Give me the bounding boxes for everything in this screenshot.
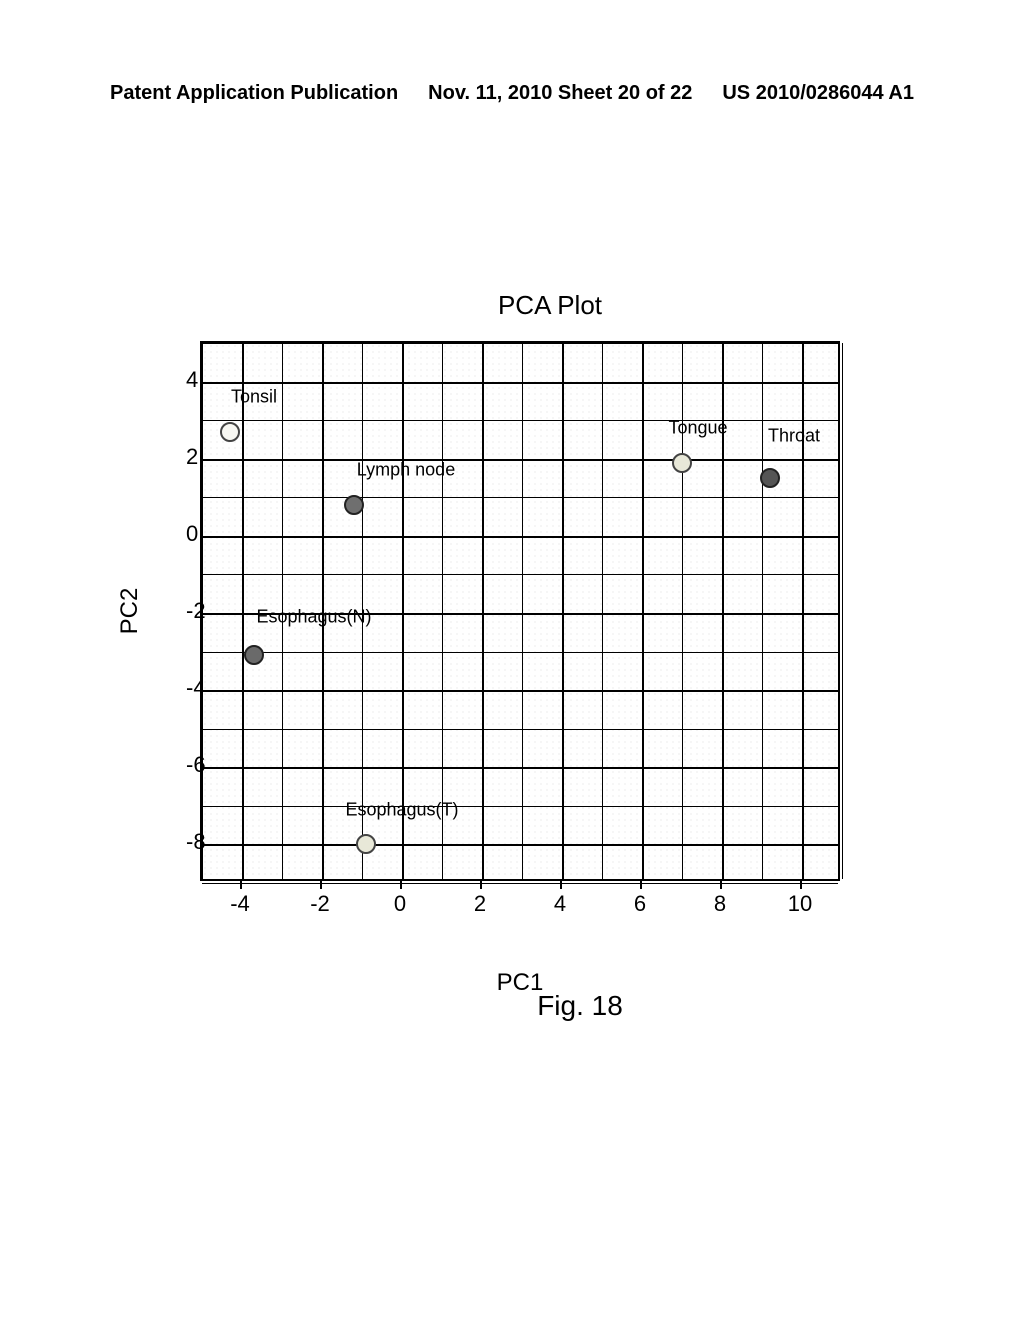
data-point-label: Tonsil	[231, 387, 277, 408]
x-tick-label: 4	[554, 891, 566, 917]
x-tick-label: 0	[394, 891, 406, 917]
x-tick	[400, 881, 402, 889]
gridline-h	[202, 382, 838, 384]
x-tick	[640, 881, 642, 889]
gridline-v	[802, 343, 804, 879]
x-tick-label: 8	[714, 891, 726, 917]
data-point	[672, 453, 692, 473]
data-point	[760, 468, 780, 488]
figure-number: Fig. 18	[537, 990, 623, 1022]
data-point-label: Esophagus(N)	[256, 606, 371, 627]
gridline-h	[202, 497, 838, 498]
gridline-h	[202, 420, 838, 421]
figure-container: PCA Plot Tonsil Lymph node Tongue Throat Eso…	[140, 290, 900, 881]
gridline-h	[202, 536, 838, 538]
gridline-h	[202, 343, 838, 344]
x-tick	[480, 881, 482, 889]
gridline-v	[482, 343, 484, 879]
gridline-h	[202, 574, 838, 575]
gridline-h	[202, 690, 838, 692]
gridline-v	[522, 343, 523, 879]
x-tick-label: 2	[474, 891, 486, 917]
x-tick-label: -2	[310, 891, 330, 917]
data-point-label: Throat	[768, 425, 820, 446]
header-publication: Patent Application Publication	[110, 82, 398, 105]
header-date-sheet: Nov. 11, 2010 Sheet 20 of 22	[428, 82, 692, 105]
plot-area: Tonsil Lymph node Tongue Throat Esophagus(N)…	[200, 341, 840, 881]
gridline-h	[202, 652, 838, 653]
pca-plot: Tonsil Lymph node Tongue Throat Esophagus(N)…	[200, 341, 900, 881]
gridline-h	[202, 806, 838, 807]
gridline-v	[642, 343, 644, 879]
gridline-v	[842, 343, 843, 879]
gridline-h	[202, 729, 838, 730]
x-tick	[720, 881, 722, 889]
x-tick	[240, 881, 242, 889]
page-header: Patent Application Publication Nov. 11, …	[0, 82, 1024, 105]
data-point	[344, 495, 364, 515]
data-point-label: Esophagus(T)	[345, 799, 458, 820]
x-tick	[800, 881, 802, 889]
gridline-h	[202, 767, 838, 769]
x-tick-label: -4	[230, 891, 250, 917]
gridline-v	[562, 343, 564, 879]
data-point	[244, 645, 264, 665]
gridline-h	[202, 459, 838, 461]
gridline-v	[602, 343, 603, 879]
header-doc-id: US 2010/0286044 A1	[722, 82, 914, 105]
data-point-label: Lymph node	[357, 460, 455, 481]
y-axis-title: PC2	[116, 588, 144, 635]
data-point-label: Tongue	[668, 417, 727, 438]
chart-title: PCA Plot	[200, 290, 900, 321]
x-tick-label: 6	[634, 891, 646, 917]
data-point	[356, 834, 376, 854]
gridline-v	[242, 343, 244, 879]
x-tick	[560, 881, 562, 889]
gridline-h	[202, 883, 838, 884]
x-tick	[320, 881, 322, 889]
x-tick-label: 10	[788, 891, 812, 917]
gridline-h	[202, 844, 838, 846]
gridline-v	[762, 343, 763, 879]
data-point	[220, 422, 240, 442]
